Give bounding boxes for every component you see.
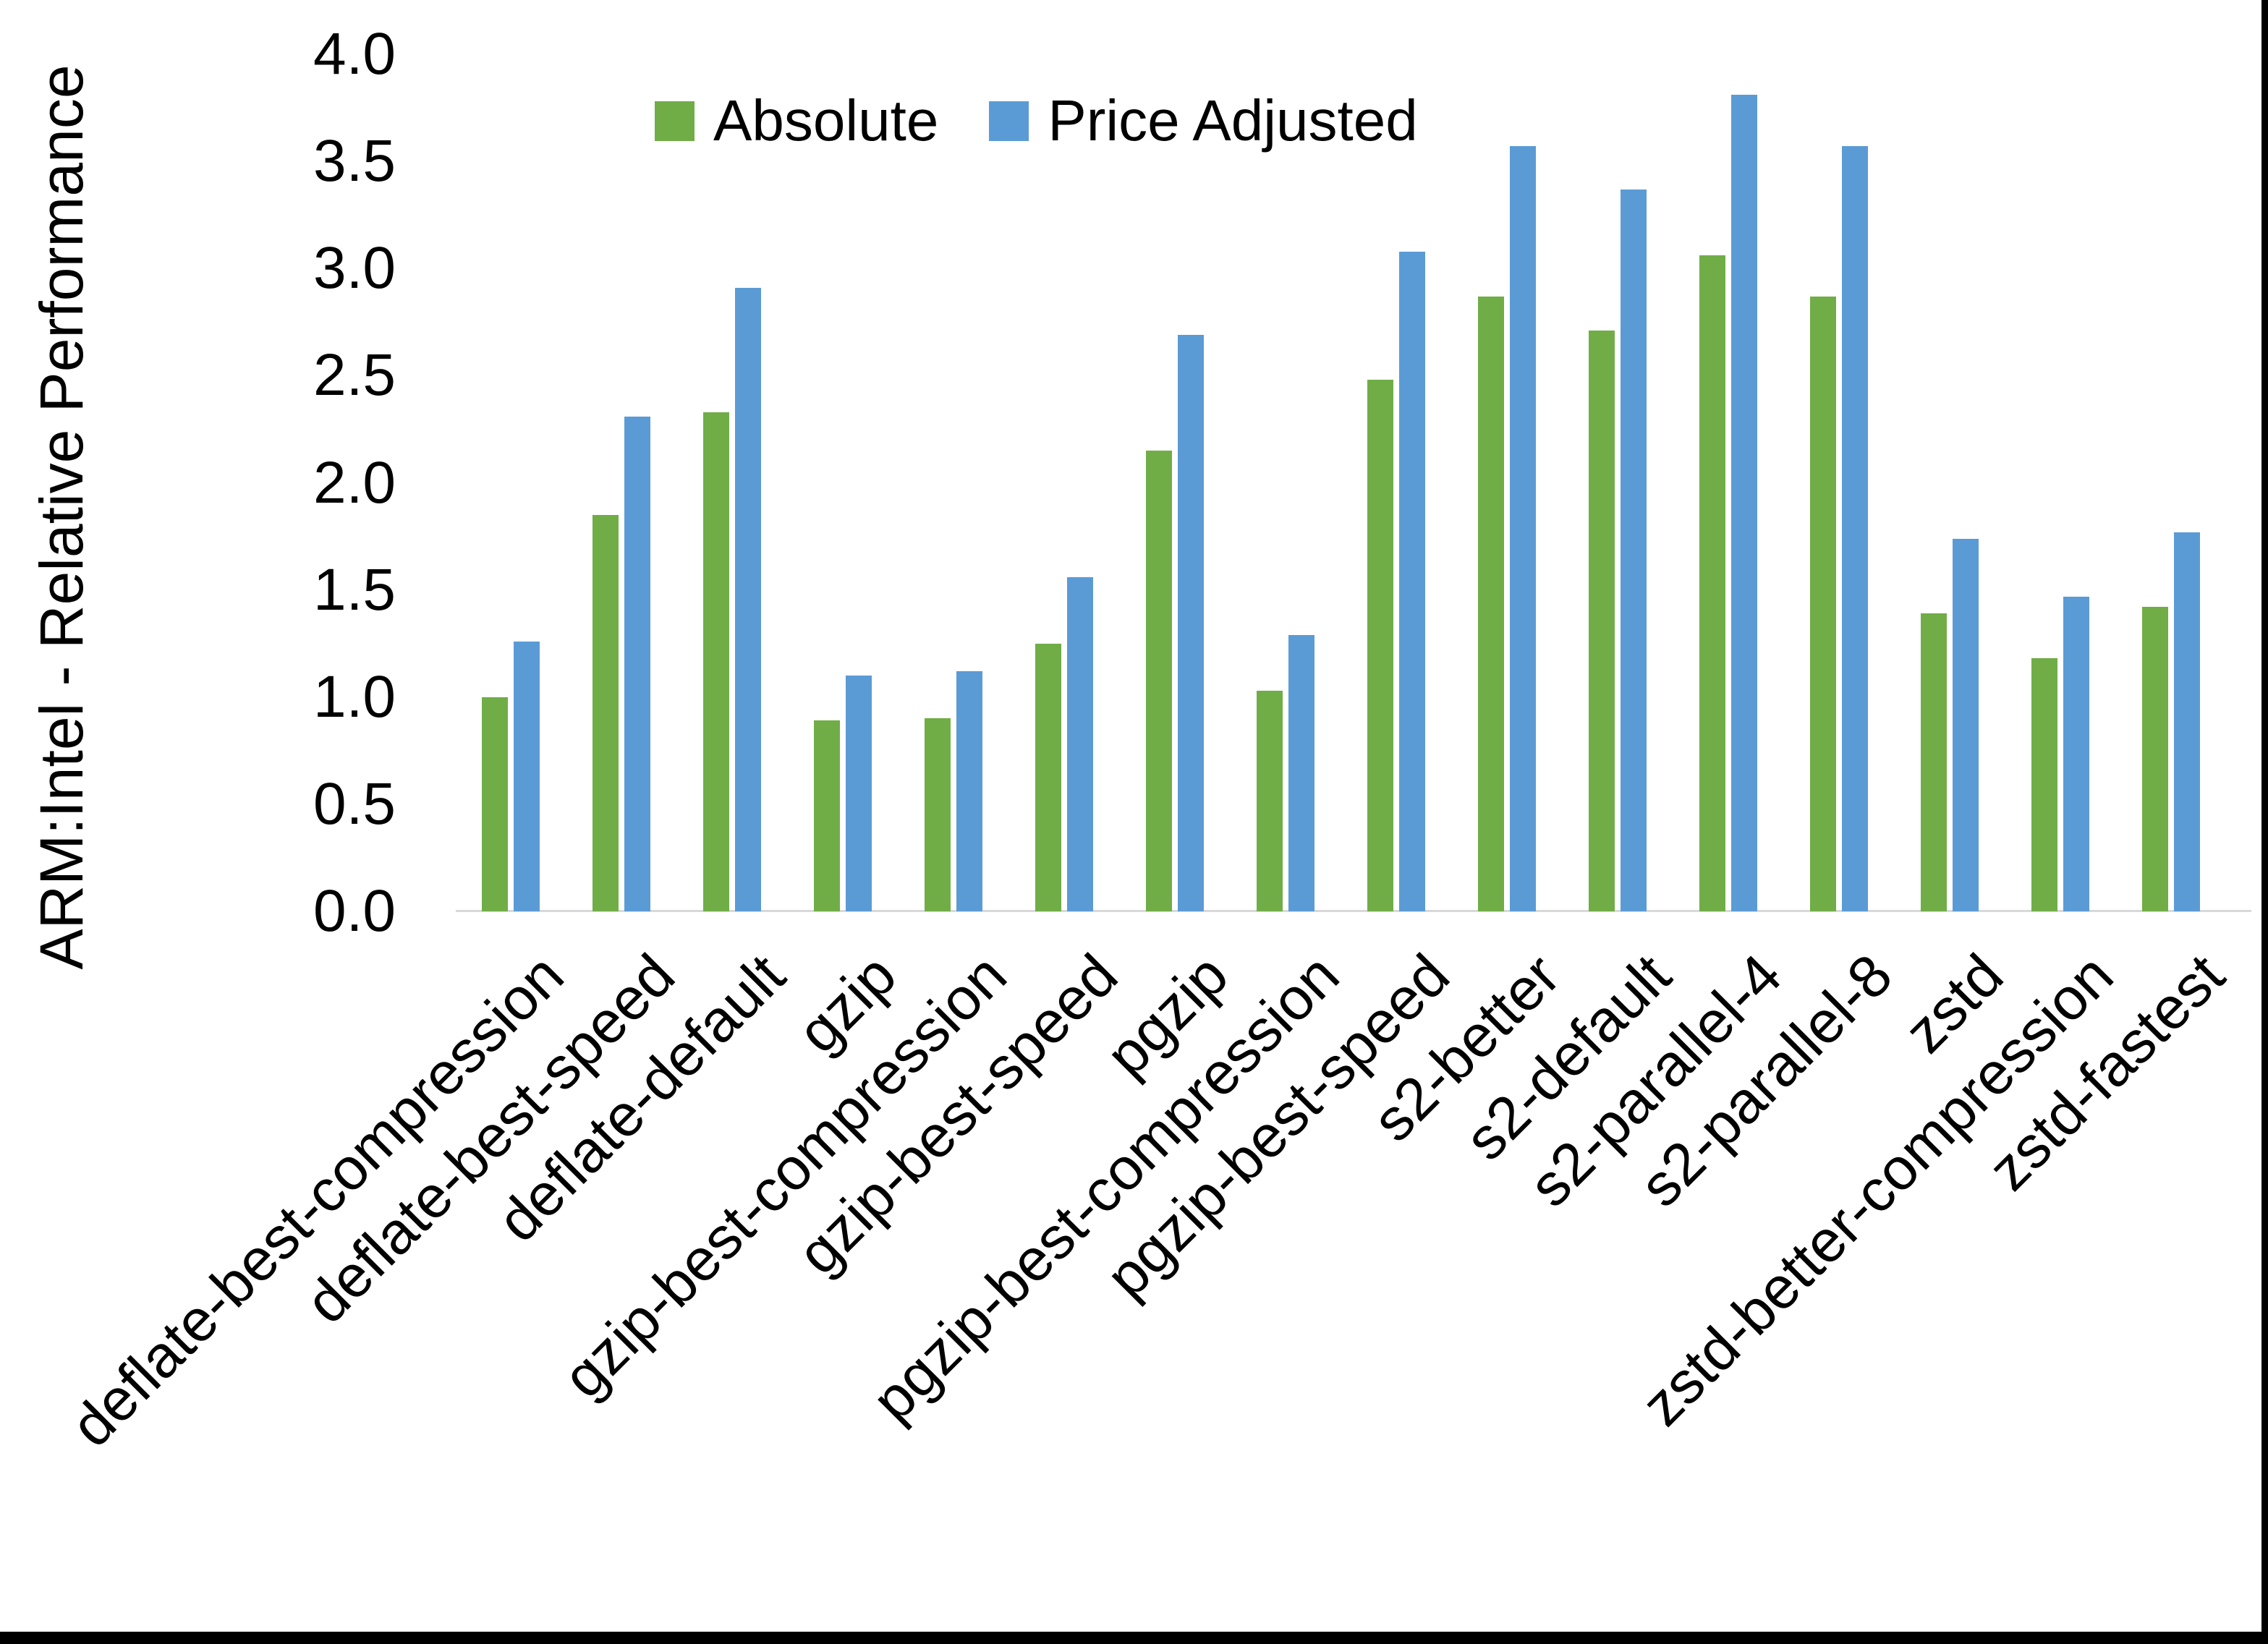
bar-absolute-gzip-best-compression	[925, 718, 951, 911]
bar-absolute-gzip	[814, 720, 840, 911]
bar-price-adjusted-s2-better	[1510, 146, 1536, 911]
bar-absolute-zstd-better-compression	[2031, 658, 2057, 911]
bar-price-adjusted-gzip-best-compression	[956, 671, 982, 911]
legend-swatch-absolute-icon	[655, 101, 695, 141]
bar-absolute-pgzip	[1146, 451, 1172, 911]
bar-absolute-pgzip-best-speed	[1367, 380, 1393, 911]
y-axis-tick-0.5: 0.5	[313, 770, 396, 837]
y-axis-tick-2.0: 2.0	[313, 449, 396, 516]
bar-price-adjusted-zstd-fastest	[2174, 532, 2200, 911]
bar-absolute-deflate-best-speed	[593, 515, 619, 911]
legend-swatch-price-adjusted-icon	[989, 101, 1029, 141]
bar-price-adjusted-gzip	[846, 676, 872, 911]
bar-absolute-s2-better	[1478, 297, 1504, 911]
bar-absolute-s2-default	[1589, 331, 1615, 911]
bar-price-adjusted-zstd	[1953, 539, 1979, 911]
bar-absolute-pgzip-best-compression	[1257, 691, 1283, 911]
bar-price-adjusted-deflate-best-speed	[624, 417, 650, 911]
bar-price-adjusted-s2-parallel-8	[1842, 146, 1868, 911]
bar-price-adjusted-s2-default	[1621, 189, 1647, 911]
bar-price-adjusted-pgzip-best-compression	[1288, 635, 1314, 911]
y-axis-tick-3.5: 3.5	[313, 128, 396, 195]
y-axis-tick-3.0: 3.0	[313, 235, 396, 302]
bar-price-adjusted-s2-parallel-4	[1731, 95, 1757, 911]
legend: Absolute Price Adjusted	[655, 92, 1418, 150]
y-axis-tick-1.0: 1.0	[313, 663, 396, 730]
bar-absolute-s2-parallel-4	[1699, 255, 1725, 911]
legend-item-absolute: Absolute	[655, 92, 938, 150]
bar-price-adjusted-deflate-default	[735, 288, 761, 911]
legend-label-price-adjusted: Price Adjusted	[1048, 88, 1418, 153]
y-axis-tick-0.0: 0.0	[313, 878, 396, 944]
y-axis-tick-1.5: 1.5	[313, 556, 396, 623]
right-frame-border	[2261, 0, 2268, 1644]
legend-item-price-adjusted: Price Adjusted	[989, 88, 1418, 153]
bar-price-adjusted-pgzip	[1178, 335, 1204, 911]
x-axis-line	[456, 910, 2251, 912]
bar-absolute-deflate-default	[703, 412, 729, 911]
bar-price-adjusted-gzip-best-speed	[1067, 577, 1093, 911]
bar-price-adjusted-zstd-better-compression	[2063, 597, 2089, 911]
bar-absolute-deflate-best-compression	[482, 697, 508, 911]
bottom-frame-border	[0, 1632, 2268, 1644]
y-axis-tick-4.0: 4.0	[313, 21, 396, 87]
bar-absolute-s2-parallel-8	[1810, 297, 1836, 911]
bar-absolute-gzip-best-speed	[1035, 644, 1061, 911]
legend-label-absolute: Absolute	[713, 88, 939, 153]
bar-absolute-zstd-fastest	[2142, 607, 2168, 911]
bar-price-adjusted-deflate-best-compression	[514, 642, 540, 911]
bar-price-adjusted-pgzip-best-speed	[1399, 252, 1425, 911]
y-axis-tick-2.5: 2.5	[313, 342, 396, 409]
bar-absolute-zstd	[1921, 613, 1947, 911]
